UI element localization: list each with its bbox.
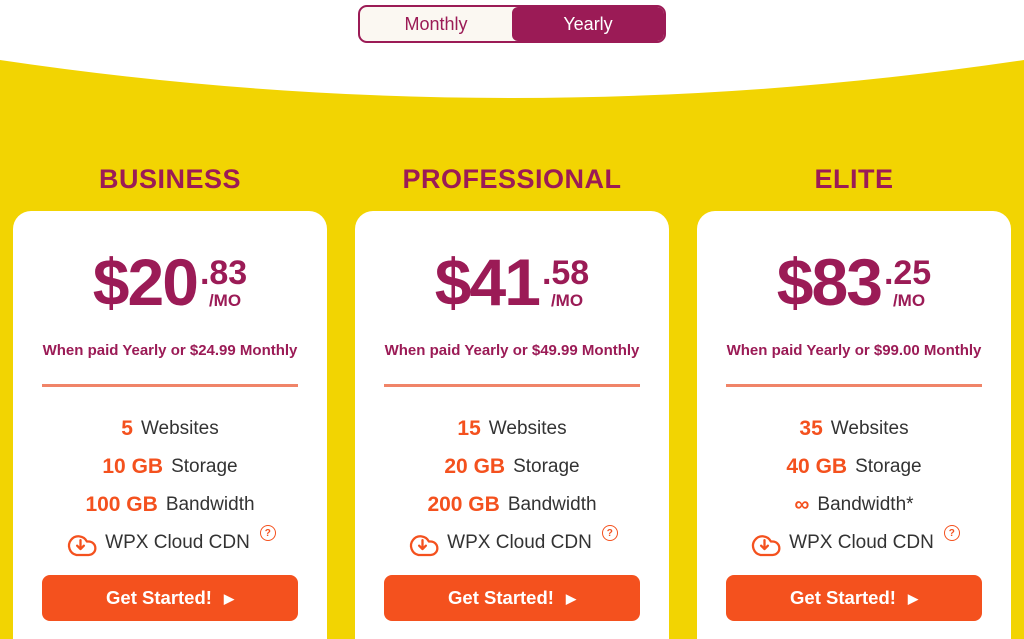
feature-websites: 5 Websites [121,417,219,440]
currency-symbol: $ [434,245,472,319]
get-started-button[interactable]: Get Started! ▶ [384,575,640,621]
pricing-plans: BUSINESS $20 .83 /MO When paid Yearly or… [13,163,1011,639]
price-period: /MO [892,291,926,310]
price-subtext: When paid Yearly or $99.00 Monthly [726,342,982,359]
feature-list: 15 Websites 20 GB Storage 200 GB Bandwid… [355,410,669,562]
feature-storage: 10 GB Storage [102,455,238,478]
top-curve-divider [0,0,1024,98]
feature-bandwidth: 200 GB Bandwidth [427,493,597,516]
question-circle-icon[interactable]: ? [259,525,276,541]
feature-storage: 20 GB Storage [444,455,580,478]
price-cents: .58 [541,254,590,292]
feature-cdn: WPX Cloud CDN ? [13,524,327,562]
play-arrow-icon: ▶ [223,590,234,606]
cta-label: Get Started! [106,587,212,608]
question-circle-icon[interactable]: ? [601,525,618,541]
feature-websites: 35 Websites [799,417,909,440]
divider [42,384,298,387]
cdn-label: WPX Cloud CDN [447,532,592,553]
price-subtext: When paid Yearly or $24.99 Monthly [42,342,298,359]
plan-column-business: BUSINESS $20 .83 /MO When paid Yearly or… [13,163,327,639]
feature-cdn: WPX Cloud CDN ? [355,524,669,562]
price-whole: 83 [811,245,883,319]
monthly-toggle-button[interactable]: Monthly [360,7,512,41]
feature-list: 35 Websites 40 GB Storage ∞ Bandwidth* [697,410,1011,562]
price-cents: .25 [883,254,932,292]
price-cents: .83 [199,254,248,292]
price-whole: 20 [127,245,199,319]
feature-bandwidth: 100 GB Bandwidth [85,493,255,516]
plan-price: $20 .83 /MO [13,249,327,315]
feature-list: 5 Websites 10 GB Storage 100 GB Bandwidt… [13,410,327,562]
cta-label: Get Started! [448,587,554,608]
price-period: /MO [208,291,242,310]
plan-card: $41 .58 /MO When paid Yearly or $49.99 M… [355,211,669,639]
price-fraction: .83 /MO [200,256,247,309]
cloud-download-icon [752,534,781,556]
plan-card: $20 .83 /MO When paid Yearly or $24.99 M… [13,211,327,639]
plan-price: $41 .58 /MO [355,249,669,315]
feature-bandwidth: ∞ Bandwidth* [794,493,914,516]
get-started-button[interactable]: Get Started! ▶ [726,575,982,621]
cta-label: Get Started! [790,587,896,608]
price-period: /MO [550,291,584,310]
price-subtext: When paid Yearly or $49.99 Monthly [384,342,640,359]
divider [726,384,982,387]
feature-cdn: WPX Cloud CDN ? [697,524,1011,562]
currency-symbol: $ [92,245,130,319]
cloud-download-icon [68,534,97,556]
plan-price: $83 .25 /MO [697,249,1011,315]
cdn-label: WPX Cloud CDN [105,532,250,553]
infinity-icon: ∞ [794,493,810,516]
billing-period-toggle: Monthly Yearly [358,5,666,43]
feature-websites: 15 Websites [457,417,567,440]
plan-column-elite: ELITE $83 .25 /MO When paid Yearly or $9… [697,163,1011,639]
yearly-toggle-button[interactable]: Yearly [512,7,664,41]
plan-title: BUSINESS [98,164,242,194]
plan-title: ELITE [814,164,894,194]
price-whole: 41 [469,245,541,319]
feature-storage: 40 GB Storage [786,455,922,478]
price-fraction: .58 /MO [542,256,589,309]
play-arrow-icon: ▶ [565,590,576,606]
cdn-label: WPX Cloud CDN [789,532,934,553]
divider [384,384,640,387]
get-started-button[interactable]: Get Started! ▶ [42,575,298,621]
plan-card: $83 .25 /MO When paid Yearly or $99.00 M… [697,211,1011,639]
plan-title: PROFESSIONAL [402,164,622,194]
plan-column-professional: PROFESSIONAL $41 .58 /MO When paid Yearl… [355,163,669,639]
price-fraction: .25 /MO [884,256,931,309]
currency-symbol: $ [776,245,814,319]
play-arrow-icon: ▶ [907,590,918,606]
cloud-download-icon [410,534,439,556]
question-circle-icon[interactable]: ? [943,525,960,541]
